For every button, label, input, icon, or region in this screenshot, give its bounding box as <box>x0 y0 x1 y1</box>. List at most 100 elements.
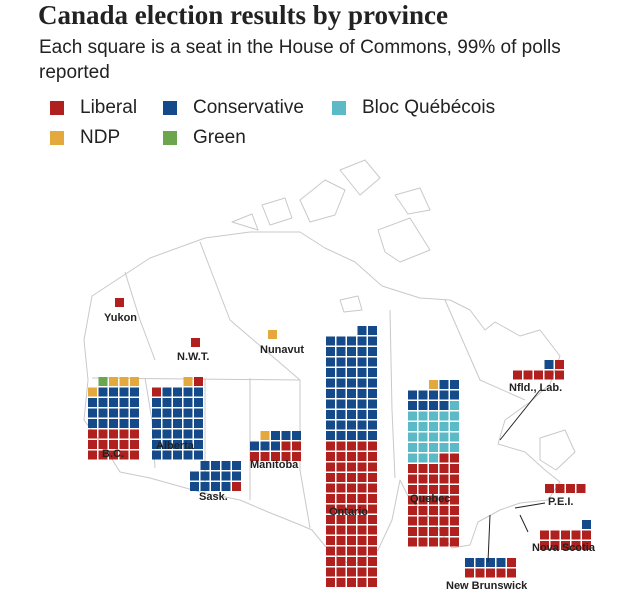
seat-square-quebec-bloc <box>408 443 417 452</box>
seat-square-alberta-conservative <box>183 429 193 439</box>
seat-square-alberta-conservative <box>173 419 182 428</box>
seat-square-ontario-liberal <box>336 557 346 566</box>
seat-square-pei-liberal <box>555 484 565 493</box>
seat-square-nfld-liberal <box>555 360 564 369</box>
seat-square-bc-conservative <box>98 408 108 418</box>
seat-square-sask-conservative <box>232 471 241 481</box>
seat-square-nb-conservative <box>486 558 495 567</box>
seat-square-quebec-conservative <box>439 390 449 400</box>
seat-square-alberta-conservative <box>194 450 203 460</box>
seat-square-alberta-conservative <box>173 387 182 397</box>
seat-square-alberta-conservative <box>173 429 182 439</box>
seat-square-manitoba-liberal <box>250 452 259 461</box>
seat-square-bc-liberal <box>98 450 108 460</box>
waffle-ns <box>540 520 591 550</box>
seat-square-ontario-conservative <box>347 368 356 377</box>
seat-square-quebec-bloc <box>439 443 449 452</box>
seat-square-quebec-liberal <box>429 506 438 515</box>
seat-square-ontario-liberal <box>368 462 377 472</box>
seat-square-ontario-liberal <box>326 578 335 587</box>
seat-square-quebec-conservative <box>429 401 438 410</box>
seat-square-ontario-liberal <box>326 494 335 503</box>
seat-square-quebec-bloc <box>450 401 459 410</box>
seat-square-bc-liberal <box>109 440 118 449</box>
seat-square-ontario-conservative <box>326 336 335 346</box>
seat-square-alberta-conservative <box>152 398 161 407</box>
seat-square-ontario-liberal <box>368 567 377 577</box>
seat-square-nb-liberal <box>475 568 485 578</box>
seat-square-alberta-conservative <box>194 440 203 449</box>
seat-square-ontario-conservative <box>347 399 356 409</box>
seat-square-sask-conservative <box>200 471 210 481</box>
seat-square-alberta-conservative <box>194 429 203 439</box>
seat-square-alberta-conservative <box>162 398 172 407</box>
seat-square-manitoba-liberal <box>292 452 301 461</box>
seat-square-ontario-conservative <box>336 410 346 419</box>
seat-square-quebec-bloc <box>408 453 417 463</box>
seat-square-manitoba-ndp <box>260 431 270 440</box>
seat-square-ontario-liberal <box>368 473 377 482</box>
seat-square-ontario-liberal <box>347 546 356 556</box>
seat-square-ontario-conservative <box>357 357 367 367</box>
seat-square-ontario-conservative <box>326 399 335 409</box>
seat-square-quebec-liberal <box>429 537 438 547</box>
seat-square-ontario-liberal <box>368 441 377 451</box>
seat-square-ns-liberal <box>540 530 549 540</box>
seat-square-quebec-liberal <box>408 495 417 505</box>
seat-square-ontario-liberal <box>326 567 335 577</box>
seat-square-ontario-conservative <box>357 368 367 377</box>
seat-square-ontario-liberal <box>336 504 346 514</box>
seat-square-quebec-bloc <box>450 443 459 452</box>
seat-square-alberta-conservative <box>194 387 203 397</box>
newfoundland-island <box>539 429 576 471</box>
seat-square-nfld-liberal <box>523 370 533 380</box>
seat-square-alberta-conservative <box>162 387 172 397</box>
arctic-island-6 <box>394 187 431 215</box>
seat-square-ontario-liberal <box>368 525 377 535</box>
seat-square-sask-conservative <box>221 461 231 470</box>
seat-square-ontario-liberal <box>347 494 356 503</box>
seat-square-quebec-liberal <box>450 527 459 536</box>
seat-square-quebec-conservative <box>439 380 449 389</box>
seat-square-ontario-conservative <box>357 326 367 335</box>
seat-square-alberta-conservative <box>194 408 203 418</box>
seat-square-quebec-liberal <box>450 464 459 473</box>
seat-square-quebec-bloc <box>450 411 459 421</box>
seat-square-alberta-conservative <box>152 419 161 428</box>
waffle-layer <box>88 298 591 587</box>
seat-square-quebec-bloc <box>408 411 417 421</box>
seat-square-quebec-conservative <box>418 390 428 400</box>
seat-square-ontario-liberal <box>347 525 356 535</box>
seat-square-ontario-liberal <box>326 525 335 535</box>
seat-square-ontario-conservative <box>336 399 346 409</box>
legend-item-liberal: Liberal <box>50 97 137 119</box>
seat-square-quebec-liberal <box>439 453 449 463</box>
seat-square-ontario-conservative <box>336 378 346 388</box>
province-label-pei: P.E.I. <box>548 496 573 508</box>
seat-square-sask-conservative <box>190 482 199 491</box>
seat-square-ns-conservative <box>582 520 591 529</box>
seat-square-ontario-conservative <box>336 420 346 430</box>
seat-square-alberta-ndp <box>183 377 193 386</box>
seat-square-nwt-liberal <box>191 338 200 347</box>
seat-square-quebec-liberal <box>418 464 428 473</box>
seat-square-nb-conservative <box>496 558 506 567</box>
seat-square-bc-conservative <box>109 387 118 397</box>
seat-square-ontario-liberal <box>357 441 367 451</box>
province-label-alberta: Alberta <box>156 440 195 452</box>
seat-square-ontario-conservative <box>326 389 335 398</box>
seat-square-alberta-conservative <box>173 398 182 407</box>
border-quebec-labrador <box>444 299 526 401</box>
seat-square-sask-conservative <box>190 471 199 481</box>
seat-square-quebec-liberal <box>450 495 459 505</box>
seat-square-ontario-conservative <box>368 357 377 367</box>
seat-square-ontario-liberal <box>347 462 356 472</box>
seat-square-quebec-bloc <box>429 432 438 442</box>
arctic-island-4 <box>231 213 259 231</box>
seat-square-ontario-conservative <box>368 378 377 388</box>
seat-square-bc-conservative <box>109 419 118 428</box>
arctic-island-1 <box>299 179 346 223</box>
seat-square-ontario-liberal <box>336 494 346 503</box>
seat-square-ontario-liberal <box>326 473 335 482</box>
province-label-nunavut: Nunavut <box>260 344 304 356</box>
